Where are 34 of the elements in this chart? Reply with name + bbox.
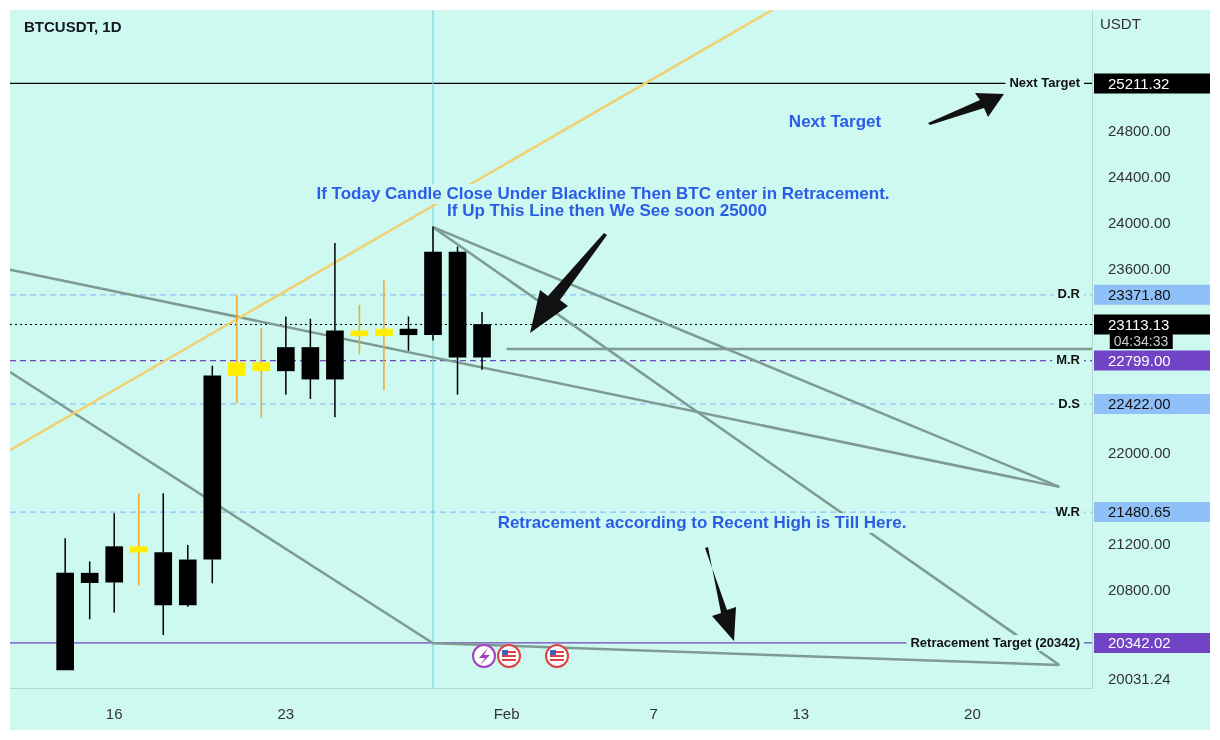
y-tick-label: 24400.00: [1108, 167, 1171, 185]
x-tick-label: 13: [792, 705, 810, 723]
y-tick-label: 21480.65: [1108, 503, 1171, 521]
x-tick-label: 16: [105, 705, 123, 723]
x-tick-label: 20: [964, 705, 981, 723]
y-tick-label: 24000.00: [1108, 213, 1171, 231]
annotation: If Today Candle Close Under Blackline Then BTC enter in Retracement.: [313, 184, 893, 204]
y-tick-label: 25211.32: [1108, 74, 1170, 92]
annotation: Next Target: [785, 112, 885, 132]
ref-line-label: W.R: [1055, 503, 1081, 519]
x-tick-label: 7: [649, 705, 658, 723]
y-tick-label: 20031.24: [1108, 669, 1171, 687]
y-tick-label: 23371.80: [1108, 285, 1171, 303]
y-tick-label: 22422.00: [1108, 395, 1171, 413]
annotation: Retracement according to Recent High is Till Here.: [494, 513, 910, 533]
y-tick-label: 22000.00: [1108, 443, 1171, 461]
x-tick-label: 23: [277, 705, 295, 723]
ref-line-label: M.R: [1056, 352, 1081, 368]
y-tick-label: 22799.00: [1108, 351, 1171, 369]
ref-line-label: D.S: [1058, 395, 1081, 411]
y-tick-label: 20800.00: [1108, 581, 1171, 599]
y-tick-label: 20342.02: [1108, 634, 1171, 652]
ref-line-label: Next Target: [1009, 74, 1081, 90]
y-tick-label: 23113.13: [1108, 315, 1170, 333]
y-axis-title: USDT: [1100, 15, 1141, 32]
y-tick-label: 23600.00: [1108, 259, 1171, 277]
text: 04:34:33: [1109, 333, 1173, 349]
ref-line-label: D.R: [1057, 286, 1081, 302]
text: BTCUSDT, 1D: [24, 18, 122, 35]
ref-line-label: Retracement Target (20342): [910, 634, 1080, 650]
y-tick-label: 21200.00: [1108, 535, 1171, 553]
y-tick-label: 24800.00: [1108, 121, 1171, 139]
x-tick-label: Feb: [493, 705, 520, 723]
annotation: If Up This Line then We See soon 25000: [444, 201, 770, 221]
